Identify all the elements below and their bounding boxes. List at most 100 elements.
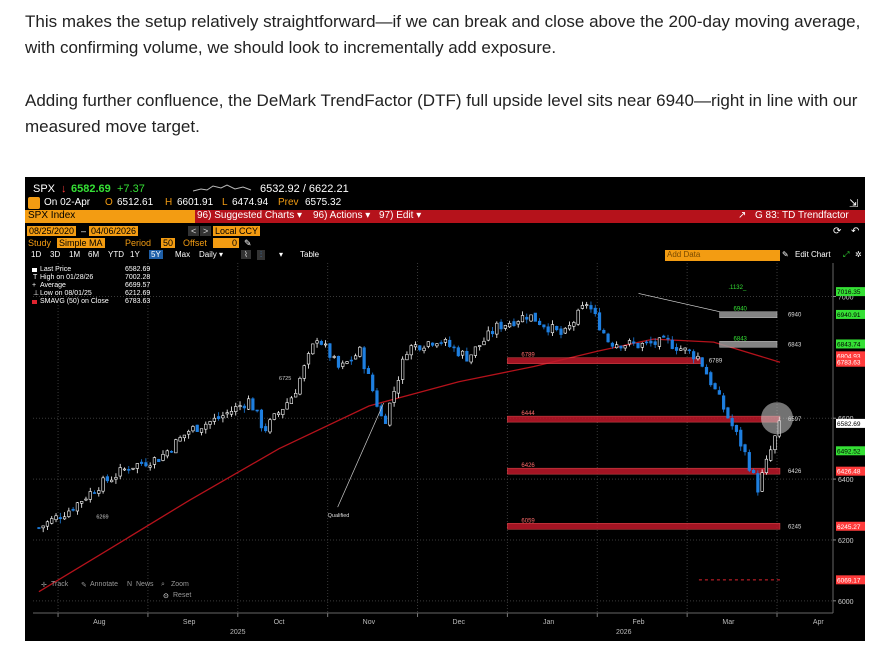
date-from-input[interactable]: 08/25/2020 [27,226,77,236]
candle-body [242,405,246,409]
offset-input[interactable]: 0 [213,238,239,248]
range-1d[interactable]: 1D [31,250,42,259]
candle-body [473,346,478,356]
axis-price-tag [836,309,865,319]
candle-body [251,398,255,411]
high-value: 6601.91 [177,197,214,208]
candle-body [512,321,516,327]
clock-icon[interactable] [28,197,40,209]
next-arrow-icon[interactable]: > [200,226,212,236]
candle-body [623,345,627,349]
range-1m[interactable]: 1M [69,250,81,259]
low-marker-icon: ⊥ [33,290,40,297]
menu-edit[interactable]: 97) Edit ▾ [379,210,422,221]
candle-body [687,349,691,352]
range-3d[interactable]: 3D [50,250,61,259]
menu-actions[interactable]: 96) Actions ▾ [313,210,371,221]
edit-chart-button[interactable]: Edit Chart [795,250,831,259]
candle-body [110,479,114,483]
external-link-icon[interactable]: ↗ [738,210,747,221]
reset-button[interactable]: Reset [173,592,192,599]
swing-label: 6725 [279,376,291,382]
range-6m[interactable]: 6M [88,250,100,259]
candle-body [178,437,182,442]
trendfactor-level-band [719,341,778,348]
prev-arrow-icon[interactable]: < [188,226,200,236]
pencil-icon[interactable]: ✎ [244,238,252,248]
candle-body [649,340,653,344]
zoom-fit-icon[interactable]: ⤢ [843,250,850,259]
date-to-input[interactable]: 04/06/2026 [89,226,139,236]
trendfactor-label: .1132_ [728,285,747,291]
period-input[interactable]: 50 [161,238,176,248]
price-chart[interactable]: 6789 6444 6426 6059 6940 6843 6940 6843 6789 659… [25,263,865,641]
bloomberg-chart-panel: SPX ↓ 6582.69 +7.37 6532.92 / 6622.21 On… [25,177,865,641]
candle-body [739,429,743,447]
candle-body [726,407,730,419]
x-tick-label: Nov [363,619,376,626]
table-button[interactable]: Table [300,250,320,259]
candle-body [315,340,319,344]
x-tick-label: Aug [93,619,106,626]
range-max[interactable]: Max [175,250,191,259]
chart-settings-icon[interactable]: ✲ [855,250,862,259]
reset-icon: ⊙ [163,593,169,600]
range-1y[interactable]: 1Y [130,250,140,259]
candle-body [465,351,469,362]
candle-body [169,451,174,453]
trendfactor-level-band [507,415,781,423]
y-axis: 700066006400620060007016.356940.916843.7… [832,263,865,613]
range-5y[interactable]: 5Y [149,250,163,259]
open-value: 6512.61 [117,197,154,208]
security-name[interactable]: SPX Index [28,210,76,221]
legend-value-average: 6699.57 [125,282,151,289]
toolbar-dropdown-icon[interactable]: ▾ [279,250,284,259]
candle-body [756,473,760,493]
level-value-label: 6940 [788,313,802,319]
candle-body [152,457,157,465]
candle-body [229,410,234,415]
candle-body [666,337,670,340]
candle-body [533,312,537,322]
candle-body [264,426,268,432]
candle-body [546,326,550,333]
candle-body [332,356,336,358]
x-year-label: 2026 [616,629,632,636]
candle-body [191,426,195,432]
candle-body [234,406,238,412]
candle-body [268,419,272,433]
candle-body [692,351,696,360]
bar-chart-icon[interactable]: ⫶ [257,250,265,260]
level-band-label: 6789 [521,353,535,359]
currency-select[interactable]: Local CCY [213,226,261,236]
level-value-label: 6843 [788,342,802,348]
add-data-input[interactable]: Add Data [667,250,701,259]
candle-body [482,340,486,346]
export-icon[interactable]: ⇲ [849,198,859,210]
candle-body [362,347,366,370]
tool-news[interactable]: News [136,581,154,588]
candle-body [294,393,298,398]
refresh-icon[interactable]: ⟳ [833,226,842,237]
edit-chart-pencil-icon[interactable]: ✎ [782,250,789,259]
undo-icon[interactable]: ↶ [851,226,860,237]
candle-body [349,359,353,362]
range-ytd[interactable]: YTD [108,250,124,259]
line-chart-icon[interactable]: ⌇ [241,250,251,259]
legend-value-sma: 6783.63 [125,298,151,305]
candle-body [84,498,88,501]
average-marker-icon: + [32,282,37,289]
axis-price-tag [836,351,865,361]
tool-track[interactable]: Track [51,581,69,588]
tool-zoom[interactable]: Zoom [171,581,189,588]
frequency-select[interactable]: Daily ▾ [199,250,224,259]
candle-body [443,339,448,343]
trendfactor-level-band [507,357,703,364]
candle-body [615,344,619,349]
study-select[interactable]: Simple MA [57,238,105,248]
study-label: Study [28,238,52,248]
menu-suggested-charts[interactable]: 96) Suggested Charts ▾ [197,210,303,221]
tool-annotate[interactable]: Annotate [90,581,119,588]
candle-body [58,517,62,520]
candle-body [670,339,674,349]
